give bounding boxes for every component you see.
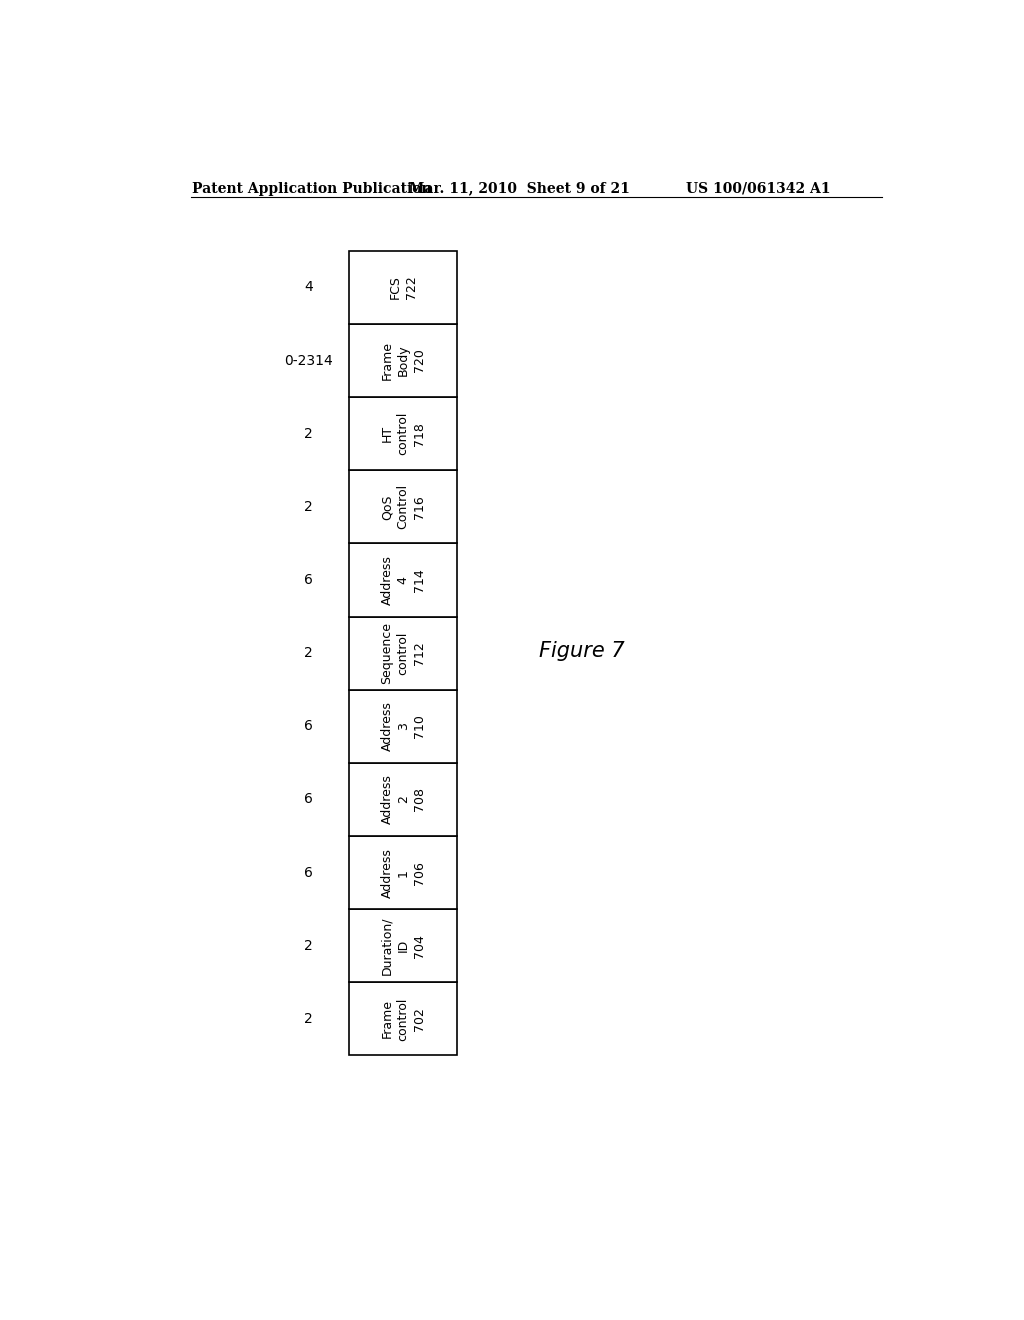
Text: 2: 2 [304,426,313,441]
Text: Frame
Body
720: Frame Body 720 [381,341,426,380]
Text: 6: 6 [304,866,313,879]
Text: 6: 6 [304,792,313,807]
Bar [349,763,458,836]
Text: Frame
control
702: Frame control 702 [381,997,426,1040]
Text: Sequence
control
712: Sequence control 712 [381,622,426,684]
Text: Patent Application Publication: Patent Application Publication [191,182,431,195]
Bar [349,251,458,323]
Bar [349,544,458,616]
Bar [349,616,458,689]
Text: Address
2
708: Address 2 708 [381,775,426,825]
Text: 2: 2 [304,1012,313,1026]
Bar [349,909,458,982]
Text: 2: 2 [304,500,313,513]
Bar [349,982,458,1056]
Text: Figure 7: Figure 7 [539,642,625,661]
Bar [349,323,458,397]
Text: 2: 2 [304,939,313,953]
Text: Address
1
706: Address 1 706 [381,847,426,898]
Text: 6: 6 [304,573,313,587]
Text: Duration/
ID
704: Duration/ ID 704 [381,916,426,975]
Text: Address
3
710: Address 3 710 [381,701,426,751]
Text: 0-2314: 0-2314 [285,354,333,367]
Bar [349,836,458,909]
Text: 6: 6 [304,719,313,734]
Text: Address
4
714: Address 4 714 [381,554,426,605]
Bar [349,690,458,763]
Text: 4: 4 [304,280,313,294]
Bar [349,397,458,470]
Text: 2: 2 [304,645,313,660]
Text: HT
control
718: HT control 718 [381,412,426,455]
Bar [349,470,458,544]
Text: Mar. 11, 2010  Sheet 9 of 21: Mar. 11, 2010 Sheet 9 of 21 [409,182,630,195]
Text: US 100/061342 A1: US 100/061342 A1 [686,182,830,195]
Text: QoS
Control
716: QoS Control 716 [381,484,426,529]
Text: FCS
722: FCS 722 [389,276,418,300]
